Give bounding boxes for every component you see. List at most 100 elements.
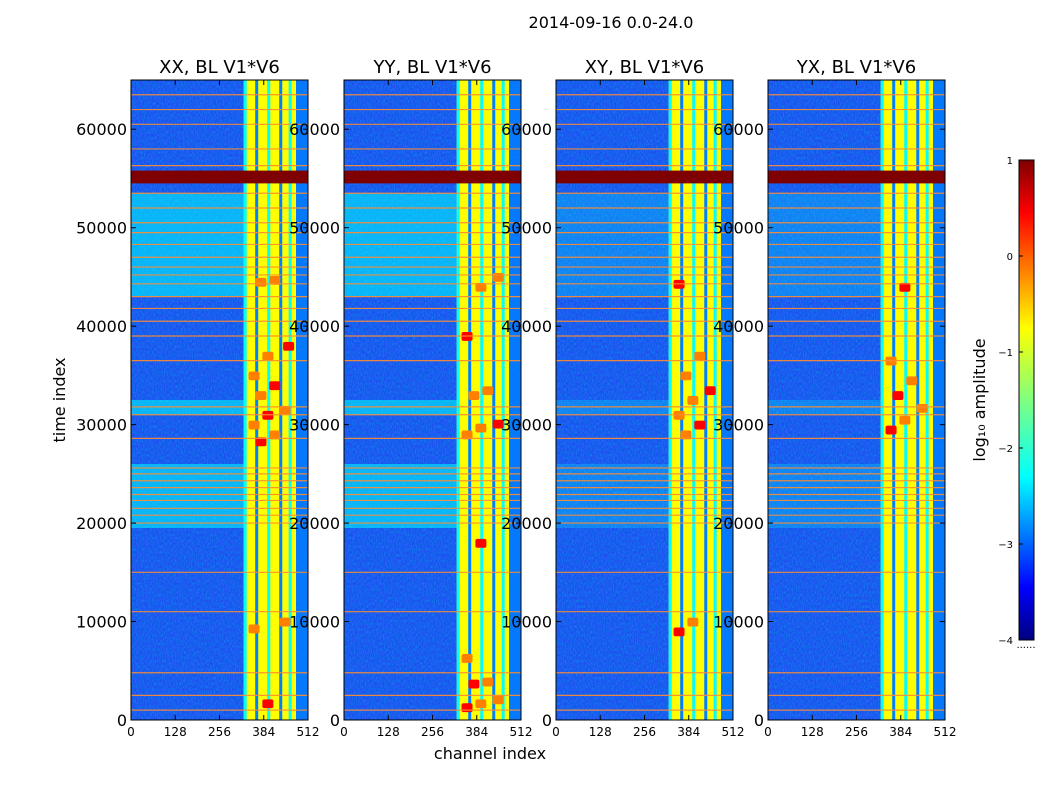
x-tick-label: 256 bbox=[845, 725, 868, 739]
rfi-channel-gap bbox=[243, 80, 247, 720]
rfi-channel-gap bbox=[668, 80, 672, 720]
y-tick-label: 50000 bbox=[76, 219, 127, 238]
rfi-band-edge bbox=[721, 80, 733, 720]
y-axis-label: time index bbox=[50, 357, 69, 442]
rfi-channel-gap bbox=[880, 80, 884, 720]
bright-block bbox=[461, 703, 473, 713]
y-tick-label: 10000 bbox=[501, 613, 552, 632]
bright-block bbox=[694, 420, 706, 430]
bright-block bbox=[262, 699, 274, 709]
colorbar-tick-label: 1 bbox=[1007, 156, 1013, 167]
rfi-channel-gap bbox=[468, 80, 472, 720]
x-tick-label: 512 bbox=[297, 725, 320, 739]
rfi-channel-gap bbox=[680, 80, 684, 720]
rfi-band-edge bbox=[296, 80, 308, 720]
y-tick-label: 60000 bbox=[289, 120, 340, 139]
y-tick-label: 60000 bbox=[713, 120, 764, 139]
heatmap-panel-2: YY, BL V1*V6 0 10000 20000 30000 40000 50000 60… bbox=[289, 57, 532, 739]
y-tick-label: 40000 bbox=[501, 317, 552, 336]
x-tick-label: 0 bbox=[764, 725, 772, 739]
bright-block bbox=[248, 371, 260, 381]
bright-block bbox=[468, 391, 480, 400]
rfi-channel-gap bbox=[892, 80, 896, 720]
bright-block bbox=[248, 624, 260, 634]
bright-block bbox=[461, 430, 473, 440]
x-tick-label: 384 bbox=[677, 725, 700, 739]
y-tick-label: 60000 bbox=[501, 120, 552, 139]
x-tick-label: 512 bbox=[722, 725, 745, 739]
bright-block bbox=[492, 695, 504, 705]
y-tick-label: 0 bbox=[754, 711, 764, 730]
x-tick-label: 0 bbox=[552, 725, 560, 739]
bright-block bbox=[704, 386, 716, 396]
bright-block bbox=[892, 391, 904, 400]
rfi-channel-gap bbox=[916, 80, 920, 720]
bright-block bbox=[906, 376, 918, 386]
colorbar-ticks: 1 0 −1 −2 −3 −4 bbox=[998, 156, 1023, 647]
y-tick-label: 40000 bbox=[289, 317, 340, 336]
bright-block bbox=[255, 277, 267, 287]
y-tick-label: 0 bbox=[117, 711, 127, 730]
colorbar-tick-label: −2 bbox=[998, 444, 1013, 455]
colorbar-label: log₁₀ amplitude bbox=[970, 338, 989, 461]
figure-suptitle: 2014-09-16 0.0-24.0 bbox=[529, 13, 694, 32]
panel-title: XX, BL V1*V6 bbox=[159, 57, 280, 78]
rfi-channel-gap bbox=[492, 80, 496, 720]
colorbar-tick-label: −4 bbox=[998, 636, 1013, 647]
bright-block bbox=[283, 341, 295, 351]
rfi-channel-gap bbox=[480, 80, 484, 720]
rfi-channel-gap bbox=[267, 80, 271, 720]
rfi-channel-gap bbox=[501, 80, 505, 720]
x-tick-label: 384 bbox=[465, 725, 488, 739]
rfi-band-edge bbox=[933, 80, 945, 720]
x-tick-label: 128 bbox=[801, 725, 824, 739]
colorbar-tick-label: −1 bbox=[998, 348, 1013, 359]
y-tick-label: 50000 bbox=[501, 219, 552, 238]
x-tick-label: 256 bbox=[208, 725, 231, 739]
bright-block bbox=[461, 654, 473, 663]
heatmap-panel-3: XY, BL V1*V6 0 10000 20000 30000 40000 50000 60… bbox=[501, 57, 744, 739]
bright-block bbox=[916, 403, 928, 413]
bright-block bbox=[269, 275, 281, 285]
y-tick-label: 0 bbox=[542, 711, 552, 730]
x-tick-label: 512 bbox=[510, 725, 533, 739]
heatmap-cyan-zone bbox=[344, 464, 457, 528]
x-tick-label: 128 bbox=[164, 725, 187, 739]
rfi-channel-gap bbox=[904, 80, 908, 720]
rfi-channel-gap bbox=[704, 80, 708, 720]
heatmap-panel-4: YX, BL V1*V6 0 10000 20000 30000 40000 50000 60… bbox=[713, 57, 956, 739]
bright-block bbox=[475, 538, 487, 548]
bright-block bbox=[492, 272, 504, 282]
bright-block bbox=[899, 282, 911, 292]
bright-block bbox=[687, 396, 699, 405]
x-tick-label: 0 bbox=[127, 725, 135, 739]
x-tick-label: 0 bbox=[340, 725, 348, 739]
x-tick-label: 384 bbox=[889, 725, 912, 739]
heatmap-panel-1: XX, BL V1*V6 0 10000 20000 30000 40000 50000 60… bbox=[76, 57, 319, 739]
y-tick-label: 10000 bbox=[713, 613, 764, 632]
x-tick-label: 256 bbox=[633, 725, 656, 739]
saturated-row bbox=[344, 170, 521, 184]
bright-block bbox=[255, 437, 267, 447]
bright-block bbox=[680, 430, 692, 440]
bright-block bbox=[482, 386, 494, 396]
bright-block bbox=[255, 391, 267, 400]
colorbar-footer: ...... bbox=[1016, 640, 1035, 651]
y-tick-label: 20000 bbox=[289, 514, 340, 533]
bright-block bbox=[687, 617, 699, 627]
colorbar-tick-label: 0 bbox=[1007, 252, 1013, 263]
heatmap-panels: XX, BL V1*V6 0 10000 20000 30000 40000 50000 60… bbox=[76, 57, 956, 739]
y-tick-label: 30000 bbox=[289, 416, 340, 435]
rfi-channel-gap bbox=[288, 80, 292, 720]
bright-block bbox=[262, 351, 274, 361]
saturated-row bbox=[556, 170, 733, 184]
bright-block bbox=[694, 351, 706, 361]
x-axis-label: channel index bbox=[434, 744, 546, 763]
y-tick-label: 50000 bbox=[289, 219, 340, 238]
x-tick-label: 512 bbox=[934, 725, 957, 739]
bright-block bbox=[899, 415, 911, 425]
x-tick-label: 384 bbox=[252, 725, 275, 739]
y-tick-label: 10000 bbox=[289, 613, 340, 632]
panel-title: YX, BL V1*V6 bbox=[796, 57, 916, 78]
